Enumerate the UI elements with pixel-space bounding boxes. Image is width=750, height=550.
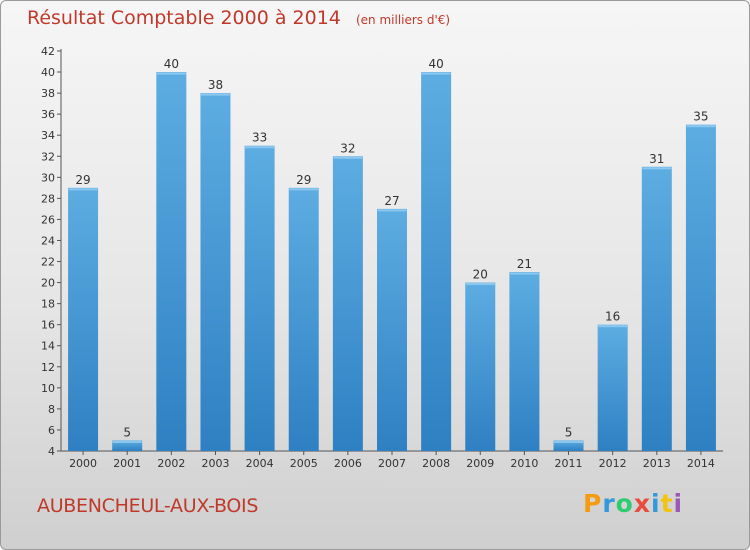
bar-highlight [68, 188, 98, 191]
title-row: Résultat Comptable 2000 à 2014 (en milli… [27, 7, 450, 29]
bar-highlight [245, 146, 275, 149]
y-tick-label: 26 [41, 213, 55, 226]
x-tick-label: 2000 [69, 457, 97, 470]
y-tick-label: 24 [41, 234, 55, 247]
x-tick-label: 2009 [466, 457, 494, 470]
y-tick-label: 12 [41, 361, 55, 374]
bar-highlight [421, 72, 451, 75]
y-tick-label: 6 [48, 424, 55, 437]
y-axis-ticks: 4 6 8 10 12 14 16 18 20 22 24 26 28 30 32 34 36 38 40 42 [41, 45, 61, 458]
y-tick-label: 8 [48, 403, 55, 416]
bar [288, 187, 319, 451]
y-tick-label: 42 [41, 45, 55, 58]
bar [332, 156, 363, 451]
bar [244, 145, 275, 451]
bar-highlight [509, 272, 539, 275]
bar [200, 93, 231, 452]
bar-value-label: 38 [208, 78, 223, 92]
x-tick-label: 2012 [599, 457, 627, 470]
y-tick-label: 16 [41, 319, 55, 332]
brand-logo-letter: o [615, 489, 634, 518]
x-tick-label: 2004 [246, 457, 274, 470]
bar-highlight [642, 167, 672, 170]
bar-highlight [465, 283, 495, 286]
bar [68, 187, 99, 451]
y-tick-label: 40 [41, 66, 55, 79]
x-tick-label: 2013 [643, 457, 671, 470]
x-tick-label: 2003 [201, 457, 229, 470]
bar [597, 324, 628, 451]
brand-logo-letter: r [602, 489, 616, 518]
bar-value-label: 40 [164, 57, 179, 71]
brand-logo: Proxiti [583, 489, 683, 518]
bar [553, 440, 584, 451]
y-tick-label: 38 [41, 87, 55, 100]
bar-value-label: 16 [605, 310, 620, 324]
x-tick-label: 2010 [510, 457, 538, 470]
bar [465, 282, 496, 451]
bar-value-label: 20 [473, 268, 488, 282]
x-tick-label: 2002 [157, 457, 185, 470]
bar-value-label: 21 [517, 257, 532, 271]
y-tick-label: 28 [41, 192, 55, 205]
brand-logo-letter: x [633, 489, 651, 518]
commune-name: AUBENCHEUL-AUX-BOIS [37, 495, 259, 517]
x-tick-label: 2011 [555, 457, 583, 470]
bar-value-label: 29 [75, 173, 90, 187]
bar-value-label: 27 [384, 194, 399, 208]
bar [685, 124, 716, 452]
x-axis-ticks: 2000 2001 2002 2003 2004 2005 2006 2007 2008 2009… [69, 451, 715, 470]
brand-logo-letter: t [660, 489, 674, 518]
x-tick-label: 2005 [290, 457, 318, 470]
y-tick-label: 22 [41, 256, 55, 269]
chart-subtitle: (en milliers d'€) [355, 13, 451, 27]
bar-highlight [112, 440, 142, 443]
bar-value-label: 40 [428, 57, 443, 71]
bar [421, 72, 452, 451]
y-tick-label: 30 [41, 171, 55, 184]
y-tick-label: 20 [41, 277, 55, 290]
bar-value-label: 33 [252, 131, 267, 145]
x-tick-label: 2001 [113, 457, 141, 470]
bar [377, 208, 407, 451]
bar [509, 272, 540, 451]
bar-value-label: 5 [565, 425, 573, 439]
bar-value-label: 5 [123, 425, 131, 439]
y-tick-label: 18 [41, 298, 55, 311]
y-tick-label: 4 [48, 445, 55, 458]
brand-logo-letter: i [673, 489, 684, 518]
bar [641, 166, 672, 451]
bar-value-label: 32 [340, 141, 355, 155]
bar-highlight [156, 72, 186, 75]
y-tick-label: 36 [41, 108, 55, 121]
bar [156, 72, 187, 451]
bar-highlight [377, 209, 407, 212]
x-tick-label: 2006 [334, 457, 362, 470]
brand-logo-letter: i [651, 489, 661, 518]
bar-value-label: 35 [693, 110, 708, 124]
chart-title: Résultat Comptable 2000 à 2014 [27, 7, 341, 29]
bar-value-label: 31 [649, 152, 664, 166]
brand-logo-letter: P [583, 489, 603, 518]
y-tick-label: 10 [41, 382, 55, 395]
x-tick-label: 2007 [378, 457, 406, 470]
bar-value-label: 29 [296, 173, 311, 187]
bar-highlight [333, 156, 363, 159]
x-tick-label: 2014 [687, 457, 715, 470]
bars: 29 5 40 38 33 29 32 27 40 20 21 5 16 31 35 [68, 57, 716, 452]
bar [112, 440, 143, 451]
bar-highlight [554, 440, 584, 443]
y-tick-label: 34 [41, 129, 55, 142]
bar-highlight [289, 188, 319, 191]
y-tick-label: 14 [41, 340, 55, 353]
bar-highlight [598, 325, 628, 328]
bar-highlight [200, 93, 230, 96]
y-tick-label: 32 [41, 150, 55, 163]
x-tick-label: 2008 [422, 457, 450, 470]
bar-highlight [686, 125, 716, 128]
